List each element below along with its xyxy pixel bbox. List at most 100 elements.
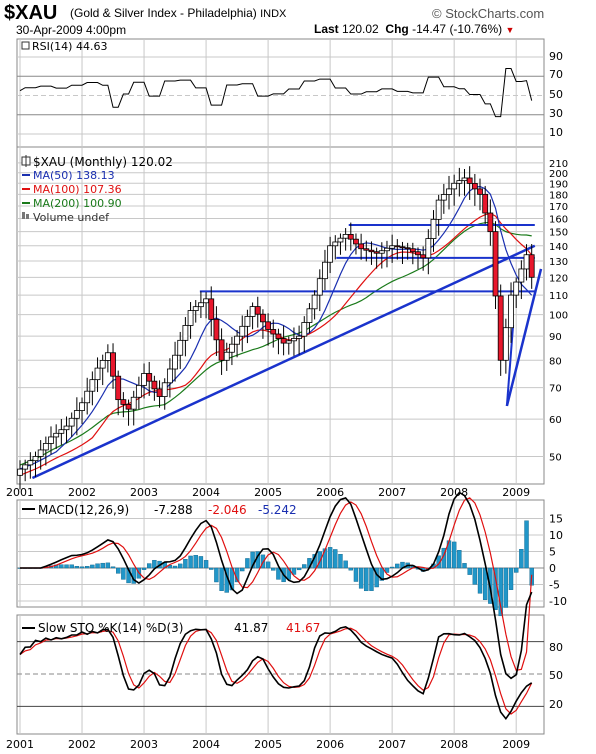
macd-hist-value: -5.242	[258, 503, 297, 517]
sto-d-value: 41.67	[286, 621, 320, 635]
candle-body	[430, 218, 437, 239]
macd-histogram-bar	[503, 567, 509, 608]
candle-body	[234, 335, 240, 345]
rsi-tick: 90	[549, 50, 563, 63]
macd-histogram-bar	[343, 560, 348, 569]
candle-body	[446, 188, 452, 195]
macd-histogram-bar	[482, 567, 488, 600]
macd-histogram-bar	[296, 567, 302, 571]
rsi-plot	[19, 68, 533, 118]
rsi-axis: 90 70 50 30 10	[549, 50, 563, 139]
price-tick-label: 50	[549, 452, 562, 463]
sto-k-value: 41.87	[234, 621, 268, 635]
ma200-line	[19, 221, 532, 466]
candle-body	[58, 429, 65, 434]
rsi-tick: 10	[549, 126, 563, 139]
x-axis-label: 2006	[316, 738, 344, 751]
macd-signal-line	[20, 497, 533, 671]
macd-histogram-bar	[498, 567, 503, 617]
candle-body	[32, 456, 39, 462]
macd-histogram-bar	[183, 559, 188, 569]
legend-ma200: MA(200) 100.90	[33, 197, 122, 210]
candle-body	[415, 251, 421, 256]
candle-body	[342, 234, 349, 239]
trend-line	[31, 244, 536, 480]
candle-body	[291, 338, 297, 342]
candle-body	[311, 294, 318, 310]
candle-body	[440, 194, 447, 201]
macd-histogram-bar	[178, 563, 183, 569]
site-watermark[interactable]: © StockCharts.com	[432, 6, 545, 21]
last-value: 120.02	[342, 22, 379, 36]
price-tick-label: 60	[549, 415, 562, 426]
macd-histogram-bar	[369, 567, 374, 591]
x-axis-label: 2007	[378, 486, 406, 499]
candle-body	[487, 212, 494, 233]
macd-histogram-bar	[188, 555, 193, 569]
macd-histogram-bar	[152, 559, 157, 569]
candle-body	[477, 188, 483, 195]
macd-histogram-bar	[265, 561, 271, 569]
macd-tick-label: 15	[549, 513, 563, 526]
macd-histogram-bar	[451, 541, 457, 569]
candle-body	[316, 278, 323, 296]
candle-body	[528, 254, 535, 278]
macd-histogram-bar	[74, 566, 80, 569]
candle-body	[306, 308, 313, 323]
grid-lines	[17, 39, 544, 734]
macd-label: MACD(12,26,9)	[38, 503, 129, 517]
macd-histogram-bar	[348, 567, 353, 571]
candle-body	[518, 268, 525, 283]
candle-body	[389, 245, 396, 249]
ma50-line	[19, 185, 533, 470]
macd-histogram-bar	[167, 565, 173, 569]
macd-histogram-bar	[79, 566, 85, 569]
x-axis-label: 2002	[68, 486, 96, 499]
macd-axis: 15 10 5 0 -5 -10	[549, 513, 567, 609]
x-axis-label: 2001	[6, 738, 34, 751]
candle-body	[115, 375, 122, 401]
candle-body	[409, 248, 416, 253]
x-axis-label: 2003	[130, 738, 158, 751]
macd-histogram-bar	[59, 564, 64, 569]
sto-tick: 80	[549, 641, 563, 654]
macd-histogram-bar	[462, 563, 467, 569]
last-label: Last	[314, 22, 339, 36]
macd-histogram-bar	[353, 567, 359, 582]
macd-histogram-bar	[333, 549, 338, 569]
macd-tick-label: 10	[549, 529, 563, 542]
macd-histogram-bar	[276, 567, 281, 580]
price-title: $XAU (Monthly) 120.02	[33, 155, 173, 169]
x-axis-label: 2006	[316, 486, 344, 499]
candle-body	[461, 177, 468, 182]
macd-histogram-bar	[395, 563, 400, 569]
x-axis-label: 2004	[192, 486, 220, 499]
x-axis-label: 2002	[68, 738, 96, 751]
candle-body	[332, 241, 339, 247]
candle-body	[327, 245, 334, 263]
quote-date: 30-Apr-2009 4:00pm	[16, 23, 127, 37]
candle-body	[270, 329, 277, 335]
candle-body	[192, 306, 199, 311]
macd-histogram-bar	[110, 566, 116, 569]
candle-body	[110, 352, 116, 377]
candle-body	[161, 382, 168, 397]
macd-tick-label: -5	[549, 579, 560, 592]
candle-body	[456, 180, 463, 184]
candle-body	[435, 199, 442, 220]
macd-histogram-bar	[519, 549, 524, 569]
price-tick-label: 150	[549, 228, 568, 239]
macd-tick-label: 5	[549, 546, 556, 559]
candle-body	[73, 410, 80, 419]
candle-body	[275, 333, 282, 339]
candle-body	[399, 246, 406, 249]
sto-label: Slow STO %K(14) %D(3)	[38, 621, 184, 635]
candle-body	[104, 352, 111, 361]
candle-body	[135, 384, 142, 398]
candle-body	[94, 367, 101, 381]
candle-body	[353, 238, 359, 245]
trend-line	[505, 325, 515, 407]
macd-histogram-bar	[364, 567, 369, 592]
macd-histogram-bar	[302, 564, 307, 569]
candle-body	[79, 402, 85, 411]
